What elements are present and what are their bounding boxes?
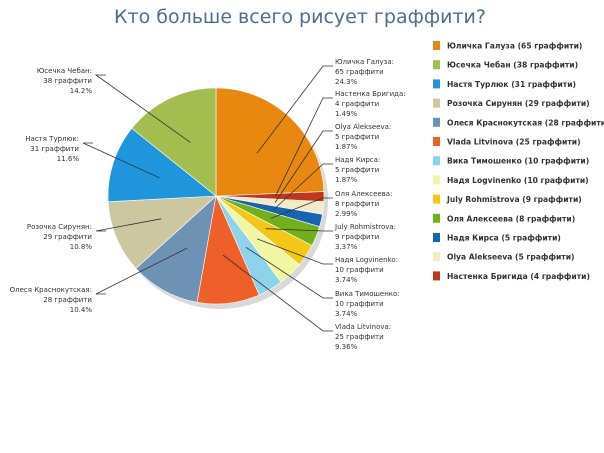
pie-slice-krasnokutskaya <box>135 195 217 303</box>
legend-entry: Юличка Галуза (65 граффити) <box>447 42 582 51</box>
leader-line <box>256 238 333 265</box>
legend-swatch <box>433 41 440 50</box>
leader-line <box>256 65 333 154</box>
slice-label-name: Olya Alekseeva: <box>335 123 391 131</box>
slice-label-value: 65 граффити <box>335 68 384 76</box>
legend-entry: Настя Турлюк (31 граффити) <box>447 80 576 89</box>
slice-label-percent: 1.87% <box>335 143 358 151</box>
leader-line <box>273 163 333 210</box>
legend-entry: Олеся Краснокутская (28 граффити) <box>447 118 604 127</box>
legend-swatch <box>433 252 440 262</box>
legend-swatch <box>433 213 440 223</box>
slice-label-value: 4 граффити <box>335 100 379 108</box>
slice-label-percent: 1.49% <box>335 110 358 118</box>
legend-swatch <box>433 60 440 70</box>
legend-swatch <box>433 98 440 108</box>
chart-title: Кто больше всего рисует граффити? <box>114 6 486 28</box>
slice-label-value: 38 граффити <box>43 77 92 85</box>
legend-swatch <box>433 271 440 281</box>
legend-swatch <box>433 137 440 146</box>
pie-slice-sirunyan <box>107 195 217 269</box>
slice-label-value: 5 граффити <box>335 166 379 174</box>
pie-slice-galuza <box>215 87 325 197</box>
legend-entry: Надя Кирса (5 граффити) <box>447 234 561 243</box>
legend-entry: July Rohmistrova (9 граффити) <box>446 195 582 204</box>
pie-slice-cheban <box>131 87 217 197</box>
slice-label-value: 28 граффити <box>43 296 92 304</box>
slice-label-name: Вика Тимошенко: <box>335 290 400 298</box>
slice-label-value: 8 граффити <box>335 200 379 208</box>
slice-label-value: 9 граффити <box>335 233 379 241</box>
leader-line <box>270 197 333 219</box>
slice-label-value: 29 граффити <box>43 233 92 241</box>
slice-label-value: 10 граффити <box>335 300 384 308</box>
leader-line <box>95 218 162 232</box>
slice-label-percent: 11.6% <box>57 155 80 163</box>
slice-label-percent: 10.4% <box>70 306 93 314</box>
slice-label-name: Vlada Litvinova: <box>335 323 391 331</box>
slice-label-name: Юсечка Чебан: <box>37 67 92 75</box>
slice-label-value: 25 граффити <box>335 333 384 341</box>
leader-line <box>265 228 333 232</box>
legend-swatch <box>433 156 440 166</box>
slice-label-percent: 3.74% <box>335 310 358 318</box>
slice-label-name: Олеся Краснокутская: <box>10 286 92 294</box>
leader-line <box>94 74 191 143</box>
leader-line <box>274 130 333 203</box>
leader-line <box>245 246 333 299</box>
slice-label-percent: 3.37% <box>335 243 358 251</box>
legend-swatch <box>433 194 440 204</box>
slice-label-percent: 3.74% <box>335 276 358 284</box>
slice-label-percent: 2.99% <box>335 210 358 218</box>
legend-entry: Надя Logvinenko (10 граффити) <box>447 176 589 185</box>
slice-label-percent: 24.3% <box>335 78 358 86</box>
legend-swatch <box>433 233 440 242</box>
legend-entry: Оля Алексеева (8 граффити) <box>447 214 575 223</box>
slice-label-name: Розочка Сирунян: <box>27 223 92 231</box>
leader-line <box>222 254 333 332</box>
slice-label-value: 31 граффити <box>30 145 79 153</box>
leader-line <box>95 247 188 295</box>
slice-label-name: Юличка Галуза: <box>335 58 394 66</box>
legend-entry: Вика Тимошенко (10 граффити) <box>447 157 589 166</box>
slice-label-name: Оля Алексеева: <box>335 190 392 198</box>
slice-label-name: Настенка Бригида: <box>335 90 406 98</box>
slice-label-name: Надя Кирса: <box>335 156 380 164</box>
leader-line <box>275 97 333 197</box>
legend-swatch <box>433 79 440 89</box>
legend-entry: Настенка Бригида (4 граффити) <box>447 272 590 281</box>
slice-label-percent: 10.8% <box>70 243 93 251</box>
slice-label-percent: 9.36% <box>335 343 358 351</box>
legend-entry: Розочка Сирунян (29 граффити) <box>447 99 590 108</box>
legend-entry: Vlada Litvinova (25 граффити) <box>447 138 581 147</box>
legend-swatch <box>433 175 440 185</box>
leader-line <box>82 142 160 179</box>
pie-slice-turlyuk <box>107 127 217 203</box>
legend-entry: Юсечка Чебан (38 граффити) <box>447 61 578 70</box>
slice-label-percent: 14.2% <box>70 87 93 95</box>
slice-label-name: July Rohmistrova: <box>334 223 396 231</box>
legend: Юличка Галуза (65 граффити) Юсечка Чебан … <box>433 41 604 281</box>
slice-label-percent: 1.87% <box>335 176 358 184</box>
legend-entry: Olya Alekseeva (5 граффити) <box>447 253 575 262</box>
slice-label-name: Настя Турлюк: <box>25 135 79 143</box>
legend-swatch <box>433 117 440 127</box>
slice-label-value: 10 граффити <box>335 266 384 274</box>
slice-label-name: Надя Logvinenko: <box>335 256 398 264</box>
slice-label-value: 5 граффити <box>335 133 379 141</box>
